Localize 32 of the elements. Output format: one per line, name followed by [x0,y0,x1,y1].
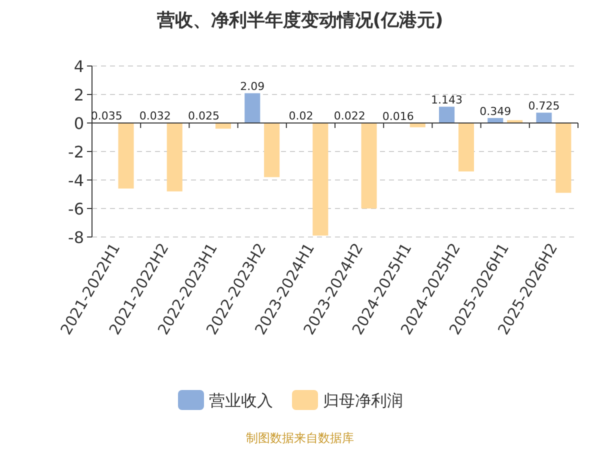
y-tick-label: -4 [68,171,84,190]
data-label: 0.016 [382,110,414,123]
bar [556,123,572,193]
legend-label: 归母净利润 [323,391,403,410]
data-label: 1.143 [431,94,463,107]
legend-label: 营业收入 [209,391,273,410]
y-tick-label: -2 [68,142,84,162]
bar [458,123,474,172]
data-label: 0.349 [480,105,512,118]
bar [166,123,182,192]
bar [439,106,455,123]
data-label: 0.022 [334,110,366,123]
bar [361,123,377,208]
y-tick-label: 0 [74,114,84,133]
bar [410,123,426,128]
bar [488,118,504,123]
data-label: 0.025 [188,110,220,123]
data-label: 2.09 [240,80,265,94]
bar [244,93,260,123]
y-tick-label: -6 [68,200,84,218]
data-label: 0.032 [139,110,171,123]
bar [536,112,552,123]
data-label: 0.725 [528,100,560,113]
bar [264,123,280,178]
y-tick-label: 4 [74,57,84,76]
y-tick-label: 2 [74,86,84,104]
data-label: 0.02 [288,110,314,123]
chart-title: 营收、净利半年度变动情况(亿港元) [156,10,444,31]
text: 制图数据来自数据库 [246,431,354,445]
bar [312,123,328,236]
y-tick-label: -8 [68,228,84,247]
bar [118,123,134,189]
